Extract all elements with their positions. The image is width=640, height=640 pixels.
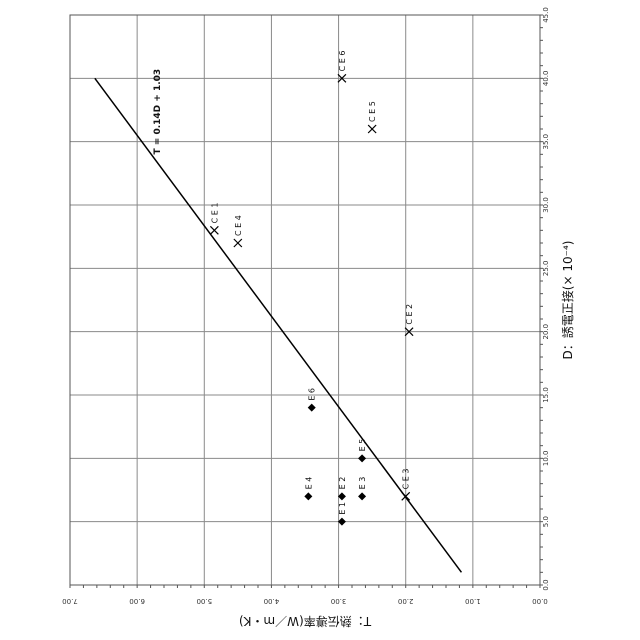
point-label: C E 6 [338, 51, 347, 72]
point-ce4 [234, 239, 242, 247]
y-axis-title: T：熱伝導率(W／m・K) [239, 614, 372, 629]
x-tick-label: 25.0 [542, 261, 550, 277]
point-label: E 6 [308, 388, 317, 401]
x-axis-title: D：誘電正接(× 10⁻⁴) [560, 241, 575, 360]
point-label: E 5 [358, 439, 367, 452]
point-e1 [338, 518, 346, 526]
y-tick-label: 7.00 [62, 597, 78, 605]
point-label: C E 3 [402, 469, 411, 490]
x-tick-label: 10.0 [542, 451, 550, 467]
x-tick-label: 15.0 [542, 387, 550, 403]
x-tick-label: 45.0 [542, 7, 550, 23]
point-label: C E 4 [234, 215, 243, 236]
grid-lines [70, 15, 540, 585]
point-ce1 [210, 226, 218, 234]
point-e5 [358, 454, 366, 462]
y-tick-label: 4.00 [264, 597, 280, 605]
point-label: E 3 [358, 477, 367, 490]
point-e3 [358, 492, 366, 500]
plot-frame [70, 15, 540, 585]
points-group: E 1 E 2 E 3 E 4 E 5 E 6 C E 1 C E 2 C E 3 C E 4 C … [210, 51, 414, 526]
point-label: E 1 [338, 502, 347, 515]
y-tick-label: 6.00 [129, 597, 145, 605]
point-e2 [338, 492, 346, 500]
point-e6 [308, 404, 316, 412]
point-label: C E 5 [368, 101, 377, 122]
y-tick-label: 0.00 [532, 597, 548, 605]
x-tick-label: 5.0 [542, 516, 550, 527]
point-label: E 4 [304, 477, 313, 490]
point-ce5 [368, 125, 376, 133]
point-label: E 2 [338, 477, 347, 490]
x-tick-label: 20.0 [542, 324, 550, 340]
y-tick-label: 3.00 [331, 597, 347, 605]
tick-labels: 0.0 5.0 10.0 15.0 20.0 25.0 30.0 35.0 40.0 45.0 0.… [62, 7, 550, 605]
point-e4 [304, 492, 312, 500]
x-tick-label: 40.0 [542, 71, 550, 87]
y-tick-label: 1.00 [465, 597, 481, 605]
x-tick-label: 0.0 [542, 579, 550, 590]
y-tick-label: 2.00 [398, 597, 414, 605]
x-tick-label: 35.0 [542, 134, 550, 150]
point-label: C E 1 [210, 203, 219, 224]
x-tick-label: 30.0 [542, 197, 550, 213]
y-tick-label: 5.00 [196, 597, 212, 605]
trendline-equation: T = 0.14D + 1.03 [153, 69, 163, 155]
point-label: C E 2 [405, 304, 414, 325]
